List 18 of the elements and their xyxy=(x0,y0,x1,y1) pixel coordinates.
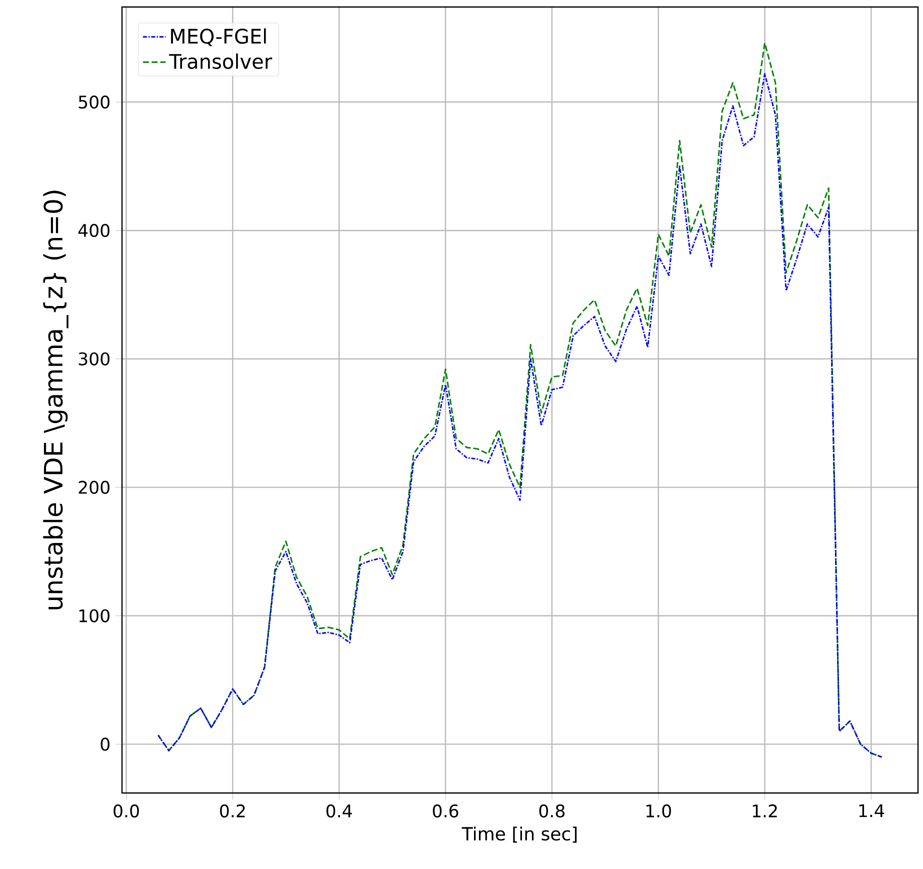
y-tick-label: 300 xyxy=(78,352,110,366)
x-tick-label: 0.6 xyxy=(432,804,458,818)
y-tick-label: 0 xyxy=(100,738,110,751)
y-tick-label: 200 xyxy=(78,480,110,494)
y-tick-label: 400 xyxy=(78,224,110,238)
x-tick-label: 0.4 xyxy=(326,804,352,818)
y-axis-title: unstable VDE \gamma_{z} (n=0) xyxy=(43,190,68,610)
legend-label: Transolver xyxy=(169,54,272,69)
x-tick-label: 0.2 xyxy=(220,804,245,818)
x-tick-label: 0.8 xyxy=(539,804,565,818)
x-tick-label: 1.4 xyxy=(859,804,884,818)
x-tick-label: 1.2 xyxy=(752,804,777,818)
x-tick-label: 0.0 xyxy=(114,804,139,818)
y-tick-label: 100 xyxy=(79,609,110,622)
x-tick-label: 1.0 xyxy=(646,804,671,818)
x-axis-title: Time [in sec] xyxy=(462,826,577,843)
legend-label: MEQ-FGEl xyxy=(171,28,266,46)
y-tick-label: 500 xyxy=(78,95,110,109)
